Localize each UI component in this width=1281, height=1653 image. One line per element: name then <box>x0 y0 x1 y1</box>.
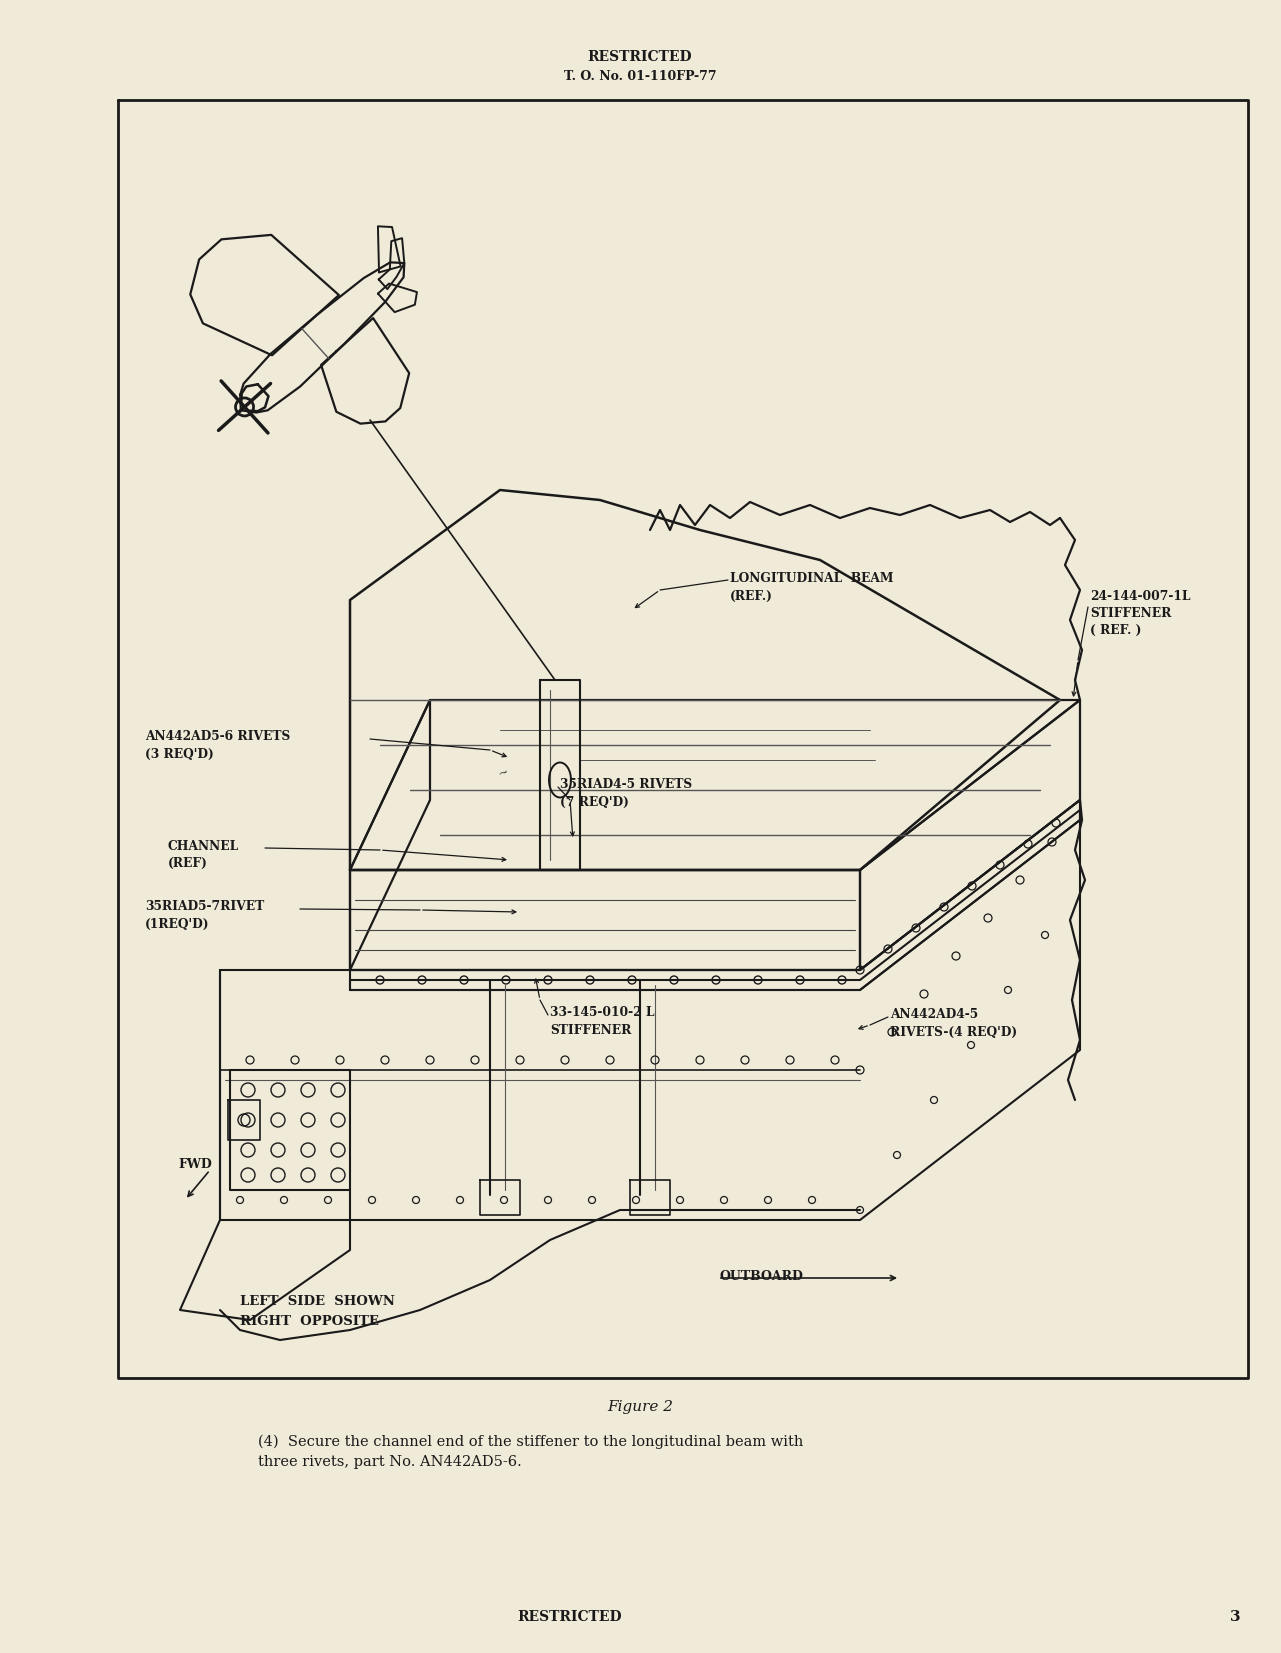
Text: RIVETS-(4 REQ'D): RIVETS-(4 REQ'D) <box>890 1027 1017 1040</box>
Text: (REF): (REF) <box>168 856 208 869</box>
Text: LEFT  SIDE  SHOWN: LEFT SIDE SHOWN <box>240 1294 395 1308</box>
Text: AN442AD4-5: AN442AD4-5 <box>890 1008 979 1022</box>
Text: (REF.): (REF.) <box>730 590 772 603</box>
Text: (1REQ'D): (1REQ'D) <box>145 917 210 931</box>
Text: (3 REQ'D): (3 REQ'D) <box>145 749 214 760</box>
Text: (7 REQ'D): (7 REQ'D) <box>560 797 629 808</box>
Text: OUTBOARD: OUTBOARD <box>720 1270 804 1283</box>
Text: 35RIAD5-7RIVET: 35RIAD5-7RIVET <box>145 899 264 912</box>
Text: RESTRICTED: RESTRICTED <box>588 50 692 64</box>
Text: Figure 2: Figure 2 <box>607 1400 673 1413</box>
Text: (4)  Secure the channel end of the stiffener to the longitudinal beam with: (4) Secure the channel end of the stiffe… <box>257 1435 803 1450</box>
Text: 3: 3 <box>1230 1610 1240 1623</box>
Text: 33-145-010-2 L: 33-145-010-2 L <box>550 1007 655 1018</box>
Text: 35RIAD4-5 RIVETS: 35RIAD4-5 RIVETS <box>560 779 692 792</box>
Text: ( REF. ): ( REF. ) <box>1090 623 1141 636</box>
Text: LONGITUDINAL  BEAM: LONGITUDINAL BEAM <box>730 572 894 585</box>
Text: three rivets, part No. AN442AD5-6.: three rivets, part No. AN442AD5-6. <box>257 1455 521 1470</box>
Text: FWD: FWD <box>178 1159 211 1170</box>
Text: ~: ~ <box>496 765 510 780</box>
Text: RIGHT  OPPOSITE: RIGHT OPPOSITE <box>240 1316 379 1327</box>
Text: 24-144-007-1L: 24-144-007-1L <box>1090 590 1190 603</box>
Text: T. O. No. 01-110FP-77: T. O. No. 01-110FP-77 <box>564 69 716 83</box>
Text: AN442AD5-6 RIVETS: AN442AD5-6 RIVETS <box>145 731 291 742</box>
Text: RESTRICTED: RESTRICTED <box>518 1610 623 1623</box>
Text: CHANNEL: CHANNEL <box>168 840 240 853</box>
Text: STIFFENER: STIFFENER <box>550 1023 632 1036</box>
Text: STIFFENER: STIFFENER <box>1090 607 1171 620</box>
